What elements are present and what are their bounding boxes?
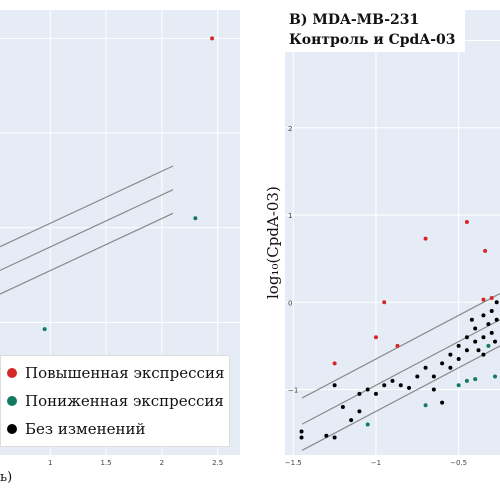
y-tick-label: −1 bbox=[288, 387, 298, 395]
data-point-none bbox=[476, 348, 481, 353]
legend-item-down[interactable]: Пониженная экспрессия bbox=[7, 390, 224, 412]
data-point-none bbox=[448, 365, 453, 370]
data-point-none bbox=[299, 429, 304, 434]
reference-line bbox=[301, 345, 500, 451]
chart-title-line-2: Контроль и CpdA-03 bbox=[289, 32, 456, 48]
data-point-none bbox=[340, 405, 345, 410]
panel-a-caption-fragment: ь) bbox=[0, 470, 13, 485]
x-tick-label: −1.5 bbox=[285, 459, 302, 467]
data-point-up bbox=[423, 236, 428, 241]
x-tick-label: −0.5 bbox=[450, 459, 467, 467]
data-point-up bbox=[332, 361, 337, 366]
data-point-down bbox=[42, 327, 47, 332]
data-point-up bbox=[210, 36, 215, 41]
data-point-none bbox=[448, 352, 453, 357]
data-point-up bbox=[464, 220, 469, 225]
y-tick-label: 2 bbox=[288, 125, 292, 133]
data-point-none bbox=[494, 300, 499, 305]
data-point-up bbox=[489, 295, 494, 300]
legend-label-down: Пониженная экспрессия bbox=[25, 392, 224, 410]
x-tick-label: −1 bbox=[371, 459, 381, 467]
legend-item-none[interactable]: Без изменений bbox=[7, 418, 145, 440]
legend-marker-none bbox=[7, 424, 17, 434]
data-point-none bbox=[481, 335, 486, 340]
y-axis-label-b: log₁₀(CpdA-03) bbox=[264, 186, 282, 299]
data-point-down bbox=[493, 374, 498, 379]
y-tick-label: 0 bbox=[288, 299, 292, 307]
data-point-none bbox=[415, 374, 420, 379]
data-point-none bbox=[489, 309, 494, 314]
data-point-up bbox=[382, 300, 387, 305]
data-point-up bbox=[483, 248, 488, 253]
data-point-up bbox=[395, 343, 400, 348]
data-point-none bbox=[481, 313, 486, 318]
data-point-down bbox=[423, 403, 428, 408]
x-tick-label: 1.5 bbox=[100, 459, 111, 467]
data-point-none bbox=[390, 378, 395, 383]
data-point-none bbox=[332, 435, 337, 440]
legend-marker-down bbox=[7, 396, 17, 406]
data-point-none bbox=[431, 374, 436, 379]
reference-line bbox=[0, 189, 174, 271]
y-tick-label: 1 bbox=[288, 212, 292, 220]
data-point-none bbox=[332, 383, 337, 388]
data-point-none bbox=[382, 383, 387, 388]
data-point-down bbox=[365, 422, 370, 427]
panel-1: −1.5−1−0.5−10123 bbox=[285, 10, 500, 467]
data-point-none bbox=[473, 326, 478, 331]
data-point-none bbox=[349, 418, 354, 423]
data-point-down bbox=[456, 383, 461, 388]
data-point-down bbox=[486, 343, 491, 348]
data-point-none bbox=[440, 361, 445, 366]
reference-line bbox=[0, 212, 174, 295]
data-point-none bbox=[493, 339, 498, 344]
data-point-down bbox=[473, 377, 478, 382]
data-point-none bbox=[357, 409, 362, 414]
data-point-up bbox=[373, 335, 378, 340]
data-point-none bbox=[431, 387, 436, 392]
data-point-none bbox=[469, 317, 474, 322]
data-point-none bbox=[494, 317, 499, 322]
data-point-none bbox=[456, 343, 461, 348]
data-point-none bbox=[473, 339, 478, 344]
plot-area bbox=[0, 36, 215, 332]
reference-line bbox=[301, 293, 500, 399]
chart-title-line-1: B) MDA-MB-231 bbox=[289, 12, 420, 28]
legend-item-up[interactable]: Повышенная экспрессия bbox=[7, 362, 224, 384]
data-point-up bbox=[481, 297, 486, 302]
legend-marker-up bbox=[7, 368, 17, 378]
legend-label-none: Без изменений bbox=[25, 420, 146, 438]
data-point-none bbox=[299, 435, 304, 440]
data-point-none bbox=[407, 385, 412, 390]
data-point-none bbox=[464, 335, 469, 340]
x-tick-label: 1 bbox=[48, 459, 52, 467]
data-point-none bbox=[398, 383, 403, 388]
data-point-none bbox=[440, 400, 445, 405]
legend-label-up: Повышенная экспрессия bbox=[25, 364, 225, 382]
data-point-none bbox=[365, 387, 370, 392]
plot-area bbox=[299, 220, 500, 451]
reference-line bbox=[0, 165, 174, 248]
chart-title-b: B) MDA-MB-231 Контроль и CpdA-03 bbox=[285, 8, 465, 52]
x-tick-label: 2.5 bbox=[212, 459, 223, 467]
data-point-none bbox=[464, 348, 469, 353]
legend: Повышенная экспрессия Пониженная экспрес… bbox=[0, 355, 230, 447]
data-point-none bbox=[486, 322, 491, 327]
data-point-down bbox=[193, 216, 198, 221]
data-point-down bbox=[464, 378, 469, 383]
data-point-none bbox=[423, 365, 428, 370]
data-point-none bbox=[481, 352, 486, 357]
x-tick-label: 2 bbox=[160, 459, 164, 467]
data-point-none bbox=[489, 330, 494, 335]
plot-background bbox=[285, 10, 500, 455]
data-point-none bbox=[373, 391, 378, 396]
data-point-none bbox=[357, 391, 362, 396]
data-point-none bbox=[456, 357, 461, 362]
data-point-none bbox=[324, 433, 329, 438]
